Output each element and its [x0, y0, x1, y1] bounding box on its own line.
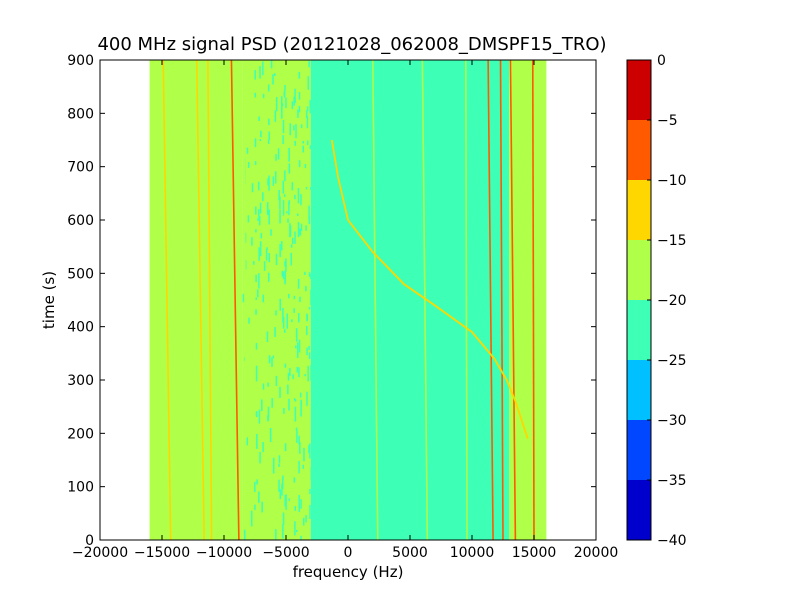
colorbar-band-6	[627, 120, 651, 180]
psd-region-3	[509, 60, 547, 540]
chart-title: 400 MHz signal PSD (20121028_062008_DMSP…	[97, 34, 606, 55]
psd-line-10	[509, 60, 517, 540]
colorbar-tick-label: −35	[657, 473, 687, 489]
psd-line-6	[421, 60, 429, 540]
psd-line-0	[162, 60, 172, 540]
x-tick-label: −20000	[72, 545, 128, 561]
colorbar-tick-label: −5	[657, 113, 678, 129]
x-tick-label: 0	[344, 545, 353, 561]
x-axis-label: frequency (Hz)	[293, 563, 404, 581]
y-tick-label: 600	[67, 213, 94, 229]
psd-line-2	[207, 60, 213, 540]
x-tick-label: 5000	[392, 545, 428, 561]
colorbar-band-1	[627, 420, 651, 480]
psd-region-2	[310, 60, 510, 540]
y-tick-label: 900	[67, 53, 94, 69]
colorbar-tick-label: −40	[657, 533, 687, 549]
spectrogram	[149, 60, 547, 540]
colorbar-tick-label: −20	[657, 293, 687, 309]
colorbar-band-7	[627, 60, 651, 120]
colorbar-band-0	[627, 480, 651, 540]
psd-region-1-texture	[242, 60, 313, 540]
x-axis: −20000 −15000 −10000 −5000 0 5000 10000 15000 20…	[72, 60, 618, 561]
y-tick-label: 200	[67, 426, 94, 442]
colorbar-band-2	[627, 360, 651, 420]
psd-line-5	[372, 60, 379, 540]
y-tick-label: 400	[67, 320, 94, 336]
y-tick-label: 700	[67, 160, 94, 176]
psd-line-9	[499, 60, 504, 540]
y-axis-label: time (s)	[40, 271, 58, 329]
y-tick-label: 0	[85, 533, 94, 549]
y-tick-label: 800	[67, 106, 94, 122]
colorbar-band-4	[627, 240, 651, 300]
x-tick-label: −10000	[196, 545, 252, 561]
x-tick-label: −5000	[262, 545, 309, 561]
x-tick-label: 20000	[574, 545, 619, 561]
psd-line-4	[243, 60, 248, 540]
colorbar-tick-label: −15	[657, 233, 687, 249]
colorbar-band-3	[627, 300, 651, 360]
y-tick-label: 300	[67, 373, 94, 389]
colorbar-band-5	[627, 180, 651, 240]
y-tick-label: 500	[67, 266, 94, 282]
colorbar-tick-label: 0	[657, 53, 666, 69]
colorbar-tick-label: −10	[657, 173, 687, 189]
psd-line-3	[230, 60, 240, 540]
x-tick-label: 15000	[512, 545, 557, 561]
psd-line-7	[464, 60, 468, 540]
x-tick-label: −15000	[134, 545, 190, 561]
colorbar-tick-label: −30	[657, 413, 687, 429]
psd-line-11	[531, 60, 535, 540]
x-tick-label: 10000	[450, 545, 495, 561]
psd-region-0	[149, 60, 243, 540]
psd-line-1	[195, 60, 205, 540]
psd-line-8	[487, 60, 494, 540]
y-axis: 0 100 200 300 400 500 600 700 800 900	[67, 53, 596, 549]
doppler-trace	[330, 139, 529, 439]
colorbar: 0 −5 −10 −15 −20 −25 −30 −35 −40	[626, 53, 687, 549]
colorbar-tick-label: −25	[657, 353, 687, 369]
y-tick-label: 100	[67, 480, 94, 496]
